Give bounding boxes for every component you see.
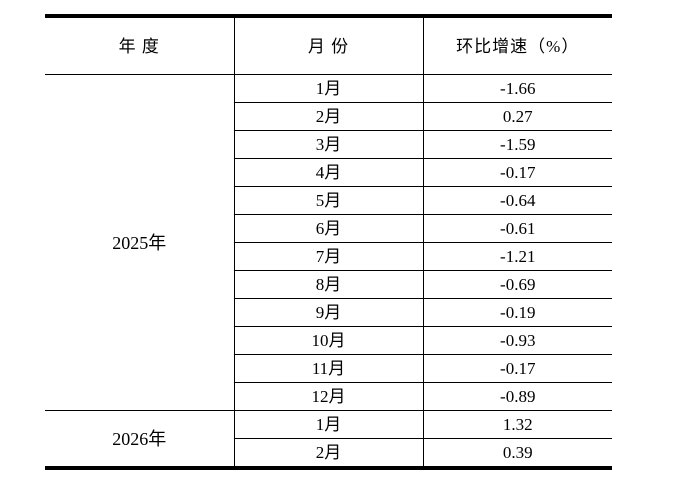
- growth-value-cell: -0.93: [422, 326, 612, 355]
- growth-value-cell: 0.27: [422, 102, 612, 131]
- table-row: 9月 -0.19: [45, 298, 612, 327]
- header-month: 月 份: [233, 15, 424, 75]
- month-cell: 4月: [233, 158, 424, 187]
- table-row: 7月 -1.21: [45, 242, 612, 271]
- growth-table: 年 度 月 份 环比增速（%） 2025年 1月 -1.66 2月 0.27 3月 -1.5…: [45, 14, 612, 470]
- header-year: 年 度: [45, 15, 235, 75]
- month-cell: 2月: [233, 438, 424, 469]
- header-growth: 环比增速（%）: [422, 15, 612, 75]
- table-row: 4月 -0.17: [45, 158, 612, 187]
- month-cell: 2月: [233, 102, 424, 131]
- month-cell: 9月: [233, 298, 424, 327]
- month-cell: 1月: [233, 74, 424, 103]
- header-row: 年 度 月 份 环比增速（%）: [45, 15, 612, 75]
- growth-value-cell: -0.61: [422, 214, 612, 243]
- month-cell: 10月: [233, 326, 424, 355]
- growth-value-cell: 1.32: [422, 410, 612, 439]
- growth-value-cell: -0.19: [422, 298, 612, 327]
- growth-value-cell: -0.69: [422, 270, 612, 299]
- table-body: 2025年 1月 -1.66 2月 0.27 3月 -1.59 4月 -0.17 5月 -0.64 6…: [45, 74, 612, 469]
- growth-value-cell: -0.89: [422, 382, 612, 411]
- growth-value-cell: -0.17: [422, 354, 612, 383]
- table-row: 3月 -1.59: [45, 130, 612, 159]
- table-row: 2025年 1月 -1.66: [45, 74, 612, 411]
- month-cell: 12月: [233, 382, 424, 411]
- table-row: 2026年 1月 1.32: [45, 410, 612, 469]
- growth-value-cell: -1.66: [422, 74, 612, 103]
- month-cell: 8月: [233, 270, 424, 299]
- table-row: 5月 -0.64: [45, 186, 612, 215]
- month-cell: 7月: [233, 242, 424, 271]
- growth-value-cell: -1.59: [422, 130, 612, 159]
- growth-value-cell: -1.21: [422, 242, 612, 271]
- month-cell: 6月: [233, 214, 424, 243]
- year-cell: 2026年: [45, 410, 235, 469]
- month-cell: 5月: [233, 186, 424, 215]
- table-row: 12月 -0.89: [45, 382, 612, 411]
- table-row: 2月 0.39: [45, 438, 612, 469]
- growth-value-cell: -0.64: [422, 186, 612, 215]
- table-row: 11月 -0.17: [45, 354, 612, 383]
- growth-value-cell: 0.39: [422, 438, 612, 469]
- year-cell: 2025年: [45, 74, 235, 411]
- table-row: 10月 -0.93: [45, 326, 612, 355]
- month-cell: 1月: [233, 410, 424, 439]
- month-cell: 3月: [233, 130, 424, 159]
- table-row: 8月 -0.69: [45, 270, 612, 299]
- growth-value-cell: -0.17: [422, 158, 612, 187]
- month-cell: 11月: [233, 354, 424, 383]
